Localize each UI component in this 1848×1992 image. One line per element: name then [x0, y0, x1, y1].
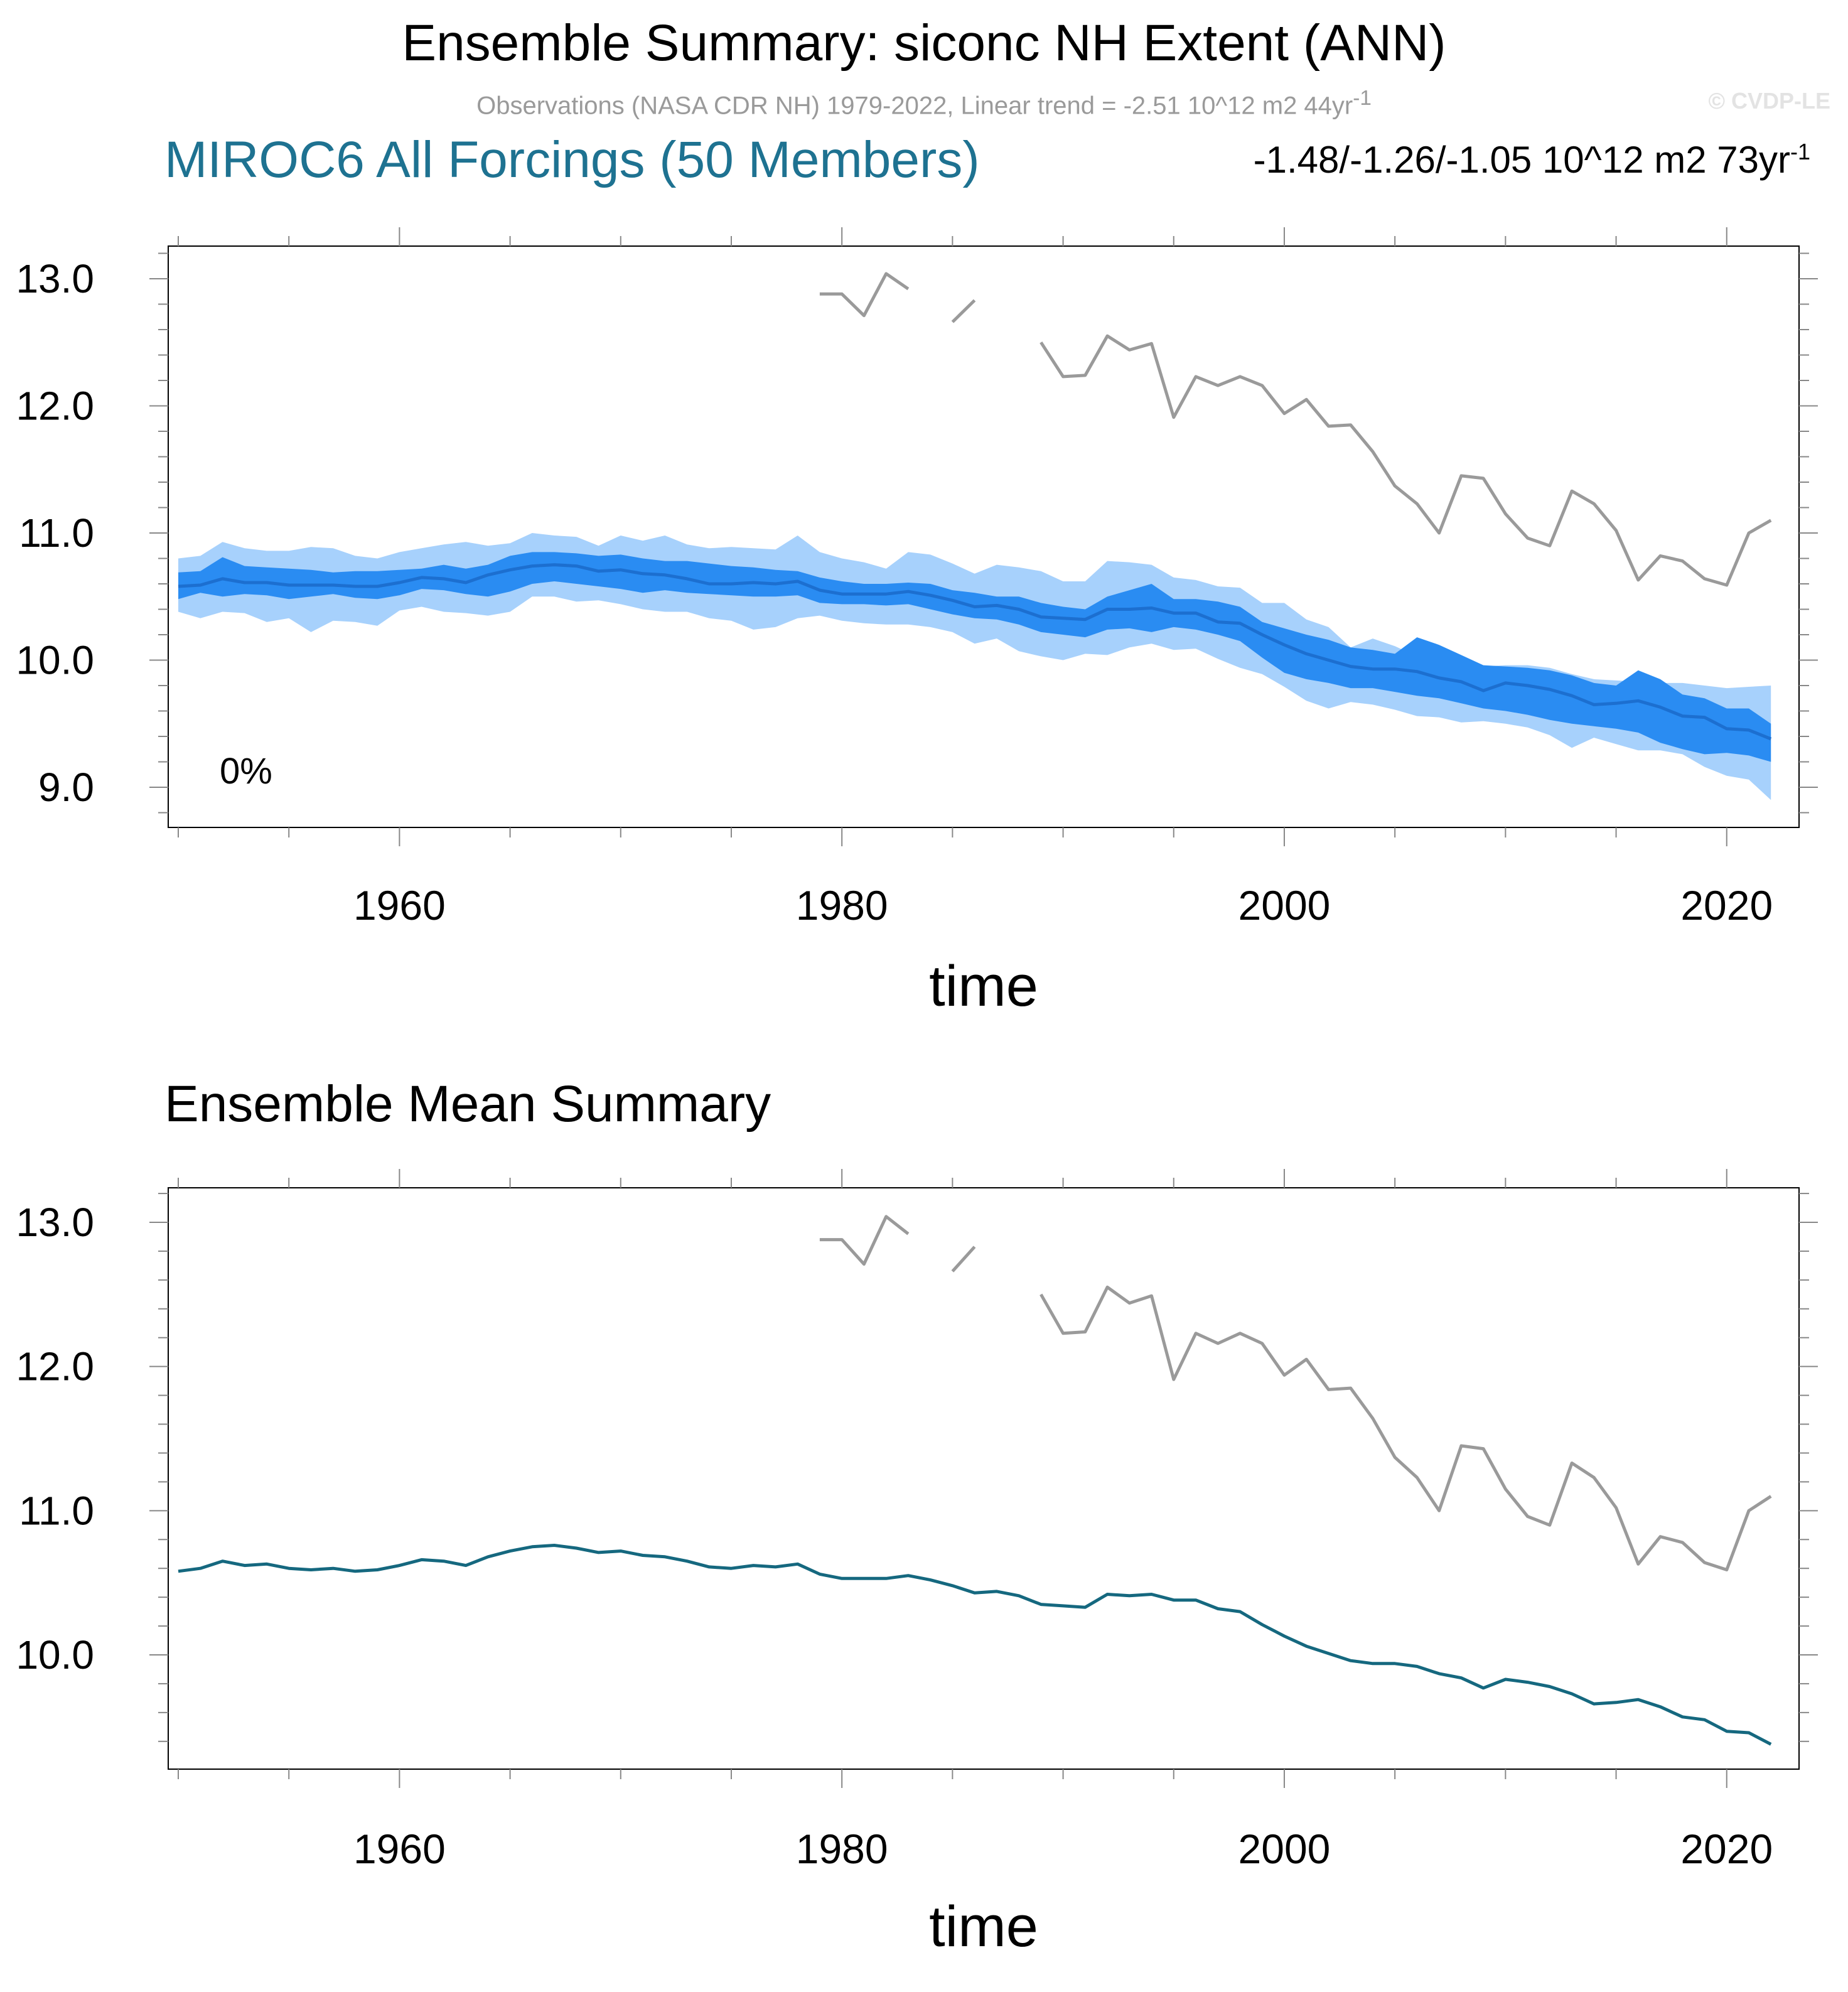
x-tick-label: 1980: [796, 882, 888, 929]
x-tick-label: 1980: [796, 1826, 888, 1872]
y-tick-label: 12.0: [16, 384, 94, 429]
plot-frame: [168, 245, 1800, 828]
trend-summary: -1.48/-1.26/-1.05 10^12 m2 73yr-1: [1254, 138, 1810, 181]
x-axis-label: time: [929, 1895, 1038, 1959]
y-tick-label: 11.0: [19, 1488, 94, 1533]
model-title: MIROC6 All Forcings (50 Members): [164, 131, 980, 188]
trend-exponent: -1: [1790, 139, 1810, 164]
ensemble-range-inner-band: [178, 552, 1771, 762]
observations-line: [1040, 1285, 1772, 1571]
trend-text: -1.48/-1.26/-1.05 10^12 m2 73yr: [1253, 139, 1790, 181]
x-tick-label: 1960: [353, 882, 446, 929]
ensemble-mean-line: [178, 1544, 1772, 1746]
y-tick-label: 12.0: [16, 1344, 94, 1389]
x-axis-label: time: [929, 954, 1038, 1018]
y-tick-label: 10.0: [16, 1632, 94, 1677]
y-tick-label: 11.0: [19, 510, 94, 556]
chart-panel-2: 10.0 11.0 12.0 13.0 1960 1980 2000 2020 time: [16, 1169, 1818, 1959]
y-tick-label: 13.0: [16, 1200, 94, 1245]
observations-line: [951, 1246, 976, 1273]
observations-exponent: -1: [1353, 87, 1372, 110]
chart-main-title: Ensemble Summary: siconc NH Extent (ANN): [402, 14, 1446, 72]
y-tick-label: 9.0: [38, 765, 94, 810]
observations-line: [951, 299, 976, 323]
percent-annotation: 0%: [220, 751, 272, 792]
y-tick-label: 13.0: [16, 256, 94, 301]
x-tick-label: 1960: [353, 1826, 446, 1872]
plot-frame: [168, 1187, 1800, 1770]
x-tick-label: 2020: [1680, 1826, 1773, 1872]
chart-panel-1: 9.0 10.0 11.0 12.0 13.0 1960 1980 2000 2020 time 0…: [16, 227, 1818, 1018]
y-tick-label: 10.0: [16, 638, 94, 683]
observations-line: [1040, 334, 1772, 587]
mean-panel-title: Ensemble Mean Summary: [164, 1075, 771, 1133]
observations-text: Observations (NASA CDR NH) 1979-2022, Li…: [476, 92, 1353, 120]
observations-line: [819, 1215, 910, 1266]
observations-line: [819, 272, 910, 318]
copyright-watermark: © CVDP-LE: [1708, 88, 1830, 114]
x-tick-label: 2020: [1680, 882, 1773, 929]
ensemble-median-line: [178, 563, 1772, 741]
x-tick-label: 2000: [1238, 1826, 1331, 1872]
x-tick-label: 2000: [1238, 882, 1331, 929]
ensemble-range-outer-band: [178, 533, 1771, 800]
observations-subtitle: Observations (NASA CDR NH) 1979-2022, Li…: [0, 87, 1848, 120]
